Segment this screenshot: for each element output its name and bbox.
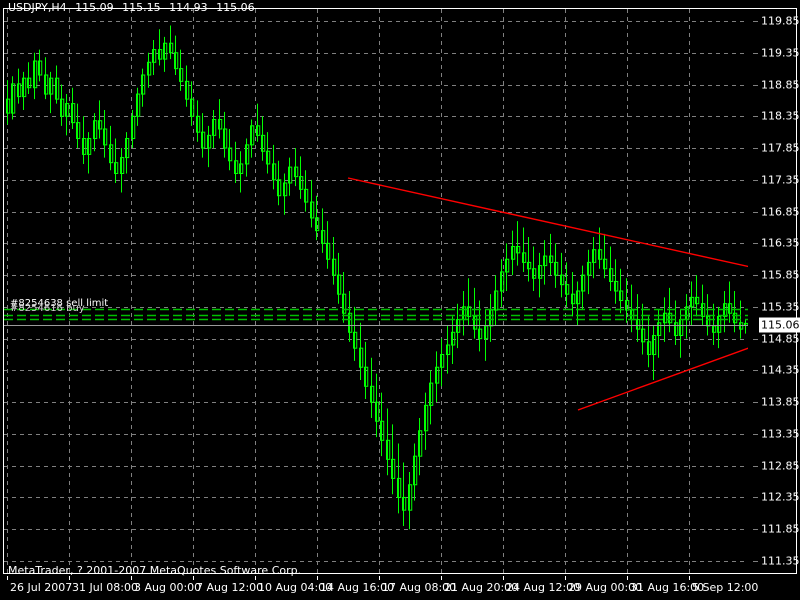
- time-axis-label: 3 Aug 00:00: [134, 581, 202, 594]
- price-axis-label: 112.35: [761, 490, 800, 504]
- price-axis-label: 116.35: [761, 236, 800, 250]
- price-axis-label: 115.85: [761, 268, 800, 282]
- time-axis-tick: [193, 576, 194, 580]
- time-axis-label: 31 Jul 08:00: [72, 581, 138, 594]
- time-axis-tick: [69, 576, 70, 580]
- candlestick-series: [6, 25, 748, 530]
- grid-lines: [4, 9, 748, 573]
- price-axis-tick: [753, 52, 758, 54]
- time-axis-label: 17 Aug 08:00: [382, 581, 457, 594]
- quote-header: USDJPY,H4 115.09 115.15 114.93 115.06: [8, 2, 260, 14]
- price-axis-tick: [753, 211, 758, 213]
- price-axis-tick: [753, 275, 758, 277]
- time-axis-tick: [503, 576, 504, 580]
- quote-close: 115.06: [216, 1, 255, 14]
- price-axis-tick: [753, 243, 758, 245]
- price-axis-label: 119.85: [761, 14, 800, 28]
- price-axis-tick: [753, 529, 758, 531]
- time-axis-label: 14 Aug 16:00: [320, 581, 395, 594]
- price-axis-tick: [753, 465, 758, 467]
- time-axis-tick: [7, 576, 8, 580]
- time-axis-tick: [255, 576, 256, 580]
- price-axis-label: 118.85: [761, 78, 800, 92]
- price-axis-label: 117.35: [761, 173, 800, 187]
- time-axis-label: 26 Jul 2007: [10, 581, 73, 594]
- price-axis-tick: [753, 402, 758, 404]
- price-axis-label: 114.85: [761, 332, 800, 346]
- price-axis-label: 115.35: [761, 300, 800, 314]
- time-axis[interactable]: 26 Jul 2007 31 Jul 08:00 3 Aug 00:00 7 Aug …: [0, 576, 800, 600]
- price-axis-label: 112.85: [761, 459, 800, 473]
- price-axis-tick: [753, 148, 758, 150]
- time-axis-label: 5 Sep 12:00: [692, 581, 759, 594]
- chart-frame: [3, 8, 797, 574]
- price-axis-tick: [753, 338, 758, 340]
- price-axis-tick: [753, 433, 758, 435]
- time-axis-tick: [131, 576, 132, 580]
- current-price-label: 115.06: [759, 317, 800, 333]
- copyright-text: MetaTrader, ? 2001-2007 MetaQuotes Softw…: [8, 564, 302, 577]
- quote-open: 115.09: [75, 1, 114, 14]
- price-axis-label: 118.35: [761, 109, 800, 123]
- price-axis-tick: [753, 116, 758, 118]
- time-axis-label: 10 Aug 04:00: [258, 581, 333, 594]
- quote-high: 115.15: [122, 1, 161, 14]
- price-axis[interactable]: 119.85 119.35 118.85 118.35 117.85 117.35 116.…: [753, 8, 800, 574]
- order-label-sell-limit[interactable]: #8254638 sell limit: [10, 297, 109, 309]
- price-axis-tick: [753, 179, 758, 181]
- price-axis-tick: [753, 370, 758, 372]
- price-axis-label: 114.35: [761, 363, 800, 377]
- order-lines: [4, 308, 748, 321]
- chart-plot-area[interactable]: [4, 9, 748, 573]
- time-axis-tick: [627, 576, 628, 580]
- price-axis-label: 113.35: [761, 427, 800, 441]
- price-axis-tick: [753, 497, 758, 499]
- price-axis-tick: [753, 306, 758, 308]
- time-axis-tick: [441, 576, 442, 580]
- trendlines: [347, 177, 748, 411]
- time-axis-label: 29 Aug 00:00: [568, 581, 643, 594]
- order-label-buy[interactable]: #8254616 buy: [10, 302, 85, 314]
- price-axis-label: 119.35: [761, 46, 800, 60]
- upper-resistance: [347, 177, 748, 268]
- price-axis-label: 116.85: [761, 205, 800, 219]
- price-axis-label: 111.35: [761, 554, 800, 568]
- price-axis-label: 113.85: [761, 395, 800, 409]
- price-axis-tick: [753, 21, 758, 22]
- time-axis-tick: [317, 576, 318, 580]
- time-axis-tick: [689, 576, 690, 580]
- time-axis-label: 31 Aug 16:00: [630, 581, 705, 594]
- quote-low: 114.93: [169, 1, 208, 14]
- price-axis-tick: [753, 561, 758, 562]
- time-axis-label: 24 Aug 12:00: [506, 581, 581, 594]
- time-axis-tick: [379, 576, 380, 580]
- price-axis-label: 111.85: [761, 522, 800, 536]
- time-axis-label: 21 Aug 20:00: [444, 581, 519, 594]
- chart-canvas: [4, 9, 748, 573]
- price-axis-label: 117.85: [761, 141, 800, 155]
- time-axis-tick: [565, 576, 566, 580]
- time-axis-label: 7 Aug 12:00: [196, 581, 264, 594]
- lower-support: [577, 347, 748, 411]
- quote-symbol: USDJPY,H4: [8, 1, 67, 14]
- price-axis-tick: [753, 84, 758, 86]
